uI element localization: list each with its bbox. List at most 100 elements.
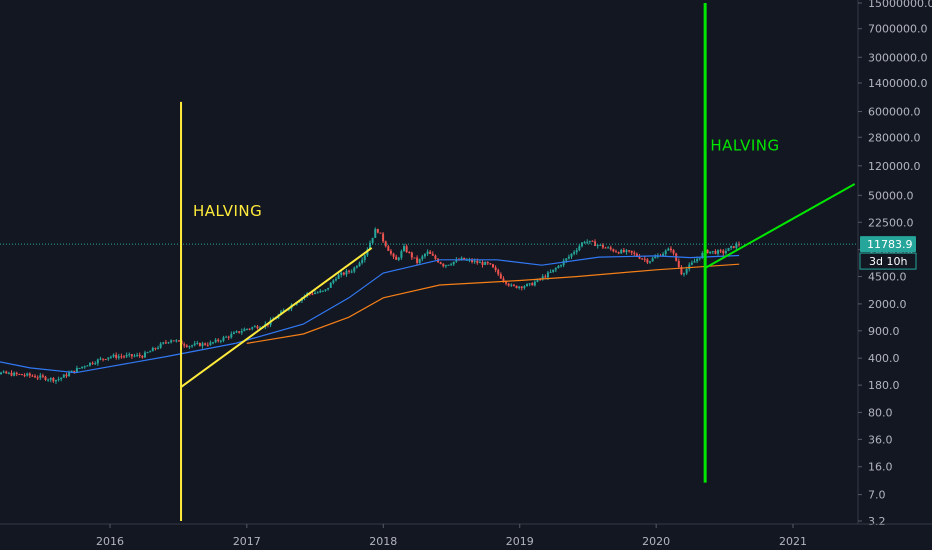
candle-body [130,354,133,357]
candle-body [688,264,691,270]
candle-body [26,373,29,376]
candle-body [442,263,445,267]
candle-body [531,283,534,286]
candle-body [507,283,510,286]
countdown-badge [859,252,917,270]
y-tick-label: 180.0 [868,379,900,392]
candle-body [60,377,63,380]
candle-body [510,284,513,286]
y-tick-label: 36.0 [868,433,893,446]
candle-body [421,256,424,260]
candle-body [248,328,251,330]
y-tick-label: 600000.0 [868,106,921,119]
candle-body [342,272,345,275]
candle-body [133,355,136,357]
candle-body [340,272,343,275]
price-axis[interactable]: 15000000.0 7000000.0 3000000.0 1400000.0 600… [857,0,932,528]
candle-body [586,241,589,243]
candle-body [49,378,52,380]
candle-body [413,257,416,259]
candle-body [515,285,518,288]
y-tick-label: 280000.0 [868,131,921,144]
candle-body [711,251,714,253]
candle-body [209,342,212,346]
candle-body [735,243,738,248]
candle-body [83,366,86,368]
candle-body [562,260,565,266]
x-tick-label: 2019 [506,535,534,548]
candle-body [667,248,670,251]
candle-body [654,256,657,259]
y-tick-label: 80.0 [868,406,893,419]
candle-body [400,251,403,258]
candle-body [450,264,453,266]
candle-body [196,343,199,345]
candle-body [651,258,654,262]
candle-body [185,345,188,347]
candle-body [560,265,563,267]
candle-body [669,248,672,251]
candle-body [518,286,521,288]
candle-body [91,362,94,364]
trend-line[interactable] [704,183,856,269]
candle-body [348,270,351,272]
candle-body [214,339,217,343]
halving-label: HALVING [710,136,779,154]
candle-body [246,328,249,330]
y-tick-label: 50000.0 [868,189,914,202]
candle-body [601,244,604,248]
candle-body [423,253,426,257]
candle-body [256,326,259,329]
candle-body [612,249,615,252]
candle-body [10,372,13,376]
candle-body [327,287,330,290]
x-tick-label: 2018 [369,535,397,548]
candle-body [240,331,243,333]
candle-body [607,247,610,249]
candle-body [578,246,581,251]
x-tick-label: 2021 [779,535,807,548]
candle-body [505,280,508,284]
time-axis[interactable]: 2016 2017 2018 2019 2020 2021 [0,523,932,548]
plot-area[interactable]: HALVING HALVING [0,3,858,521]
candle-body [664,250,667,254]
candle-body [473,260,476,262]
candle-body [86,365,89,367]
candle-body [455,259,458,262]
candle-body [426,251,429,254]
candle-body [727,247,730,252]
candle-body [68,372,71,377]
candle-body [227,336,230,338]
y-tick-label: 15000000.0 [868,0,932,10]
candle-body [235,331,238,333]
candle-body [78,368,81,370]
candle-body [353,267,356,272]
candle-body [225,336,228,338]
candle-body [65,374,68,377]
candle-body [311,293,314,295]
candle-body [580,242,583,247]
candle-body [363,255,366,260]
candle-body [151,348,154,352]
candle-body [232,332,235,334]
candle-body [575,250,578,253]
candle-body [230,333,233,338]
candle-body [188,346,191,348]
candle-body [683,273,686,275]
candle-body [219,340,222,342]
candle-body [714,251,717,254]
candle-body [159,343,162,348]
candle-body [662,253,665,257]
candle-body [379,232,382,234]
candle-body [706,249,709,254]
candle-body [170,340,173,343]
candle-body [384,241,387,247]
x-tick-label: 2016 [96,535,124,548]
candle-body [523,286,526,288]
candle-body [491,264,494,268]
candle-body [128,354,131,356]
trend-line[interactable] [180,247,373,388]
candle-body [34,376,37,378]
candle-body [73,370,76,373]
